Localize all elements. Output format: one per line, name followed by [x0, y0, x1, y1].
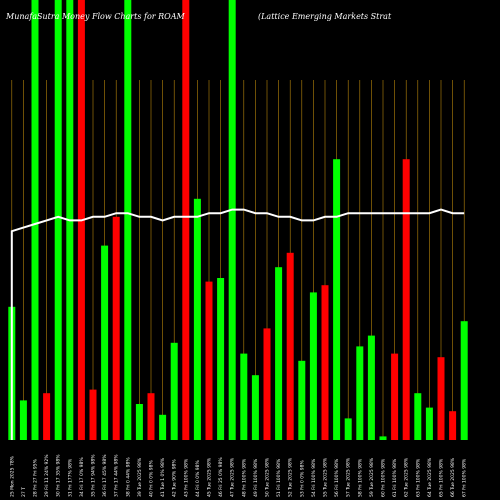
x-tick-label: 51 Fri 100% 98% — [276, 458, 282, 497]
x-tick-label: 28 Fri 27 Fri 95% — [33, 458, 39, 497]
x-tick-label: 39 Tue 2025 98% — [137, 457, 143, 497]
x-tick-label: 47 Tue 2025 98% — [230, 457, 236, 497]
chart-title-right: (Lattice Emerging Markets Strat — [258, 12, 392, 21]
x-tick-label: 25 Mon 2025 78% — [9, 455, 15, 497]
x-tick-label: 30 Fri 17 35% 98% — [56, 454, 62, 497]
bar-up — [333, 159, 341, 440]
bar-down — [437, 357, 445, 440]
bar-up — [217, 278, 225, 440]
x-tick-label: 45 Tue 2025 98% — [207, 457, 213, 497]
x-tick-label: 37 Fri 17 44% 98% — [114, 454, 120, 497]
bar-up — [193, 198, 201, 440]
x-tick-label: 67 Fri 100% 98% — [462, 458, 468, 497]
x-tick-label: 54 Fri 100% 98% — [311, 458, 317, 497]
bar-down — [182, 0, 190, 440]
x-tick-label: 66 Tue 2025 98% — [450, 457, 456, 497]
x-tick-label: 56 Fri 100% 98% — [334, 458, 340, 497]
bar-up — [54, 0, 62, 440]
bar-up — [31, 0, 39, 440]
chart-title-left: MunafaSutra Money Flow Charts for ROAM — [5, 12, 185, 21]
x-tick-label: 41 Tue 1 0% 98% — [160, 457, 166, 497]
bar-up — [124, 0, 132, 440]
bar-down — [112, 216, 120, 440]
x-tick-label: 65 Fri 100% 98% — [439, 458, 445, 497]
bar-down — [263, 328, 271, 440]
money-flow-line — [10, 208, 465, 440]
x-tick-label: 57 Tue 2025 98% — [346, 457, 352, 497]
x-axis-labels: 25 Mon 2025 78% 27 T 28 Fri 27 Fri 95% 29 F… — [9, 454, 467, 497]
bar-up — [251, 375, 259, 440]
bar-down — [205, 281, 213, 440]
bar-down — [449, 411, 457, 440]
bar-up — [19, 400, 27, 440]
bar-up — [460, 321, 468, 440]
x-tick-label: 59 Tue 2025 98% — [369, 457, 375, 497]
bar-down — [43, 393, 51, 440]
x-tick-label: 42 Tue 90% 98% — [172, 459, 178, 497]
bar-up — [135, 404, 143, 440]
bar-down — [286, 252, 294, 440]
flow-line-path — [10, 208, 465, 440]
bar-up — [379, 436, 387, 440]
x-tick-label: 61 Fri 100% 98% — [392, 458, 398, 497]
bar-down — [402, 159, 410, 440]
x-tick-label: 29 Fri 11 24% 92% — [44, 454, 50, 497]
x-tick-label: 38 Fri 0 44% 98% — [125, 457, 131, 497]
x-tick-label: 53 Fri 0 0% 98% — [299, 459, 305, 497]
bar-up — [101, 245, 109, 440]
bar-up — [367, 335, 375, 440]
x-tick-label: 35 Fri 17 94% 98% — [91, 454, 97, 497]
bar-down — [89, 389, 97, 440]
bar-down — [391, 353, 399, 440]
x-tick-label: 27 T — [21, 487, 27, 497]
x-tick-label: 62 Tue 2025 98% — [404, 457, 410, 497]
x-tick-label: 48 Fri 100% 98% — [241, 458, 247, 497]
x-tick-label: 49 Fri 100% 98% — [253, 458, 259, 497]
bar-up — [425, 407, 433, 440]
x-tick-label: 63 Fri 100% 98% — [415, 458, 421, 497]
bar-up — [298, 360, 306, 440]
x-tick-label: 34 Fri 17 0% 98% — [79, 457, 85, 497]
bar-up — [159, 414, 167, 440]
x-tick-label: 43 Fri 100% 98% — [183, 458, 189, 497]
x-tick-label: 50 Tue 2025 98% — [265, 457, 271, 497]
x-tick-label: 31 Fri 177% 98% — [67, 458, 73, 497]
bar-down — [147, 393, 155, 440]
x-tick-label: 55 Tue 2025 98% — [323, 457, 329, 497]
x-tick-label: 44 Fri 0 0% 98% — [195, 459, 201, 497]
bar-down — [321, 285, 329, 440]
bar-up — [170, 342, 178, 440]
bar-up — [414, 393, 422, 440]
bar-up — [356, 346, 364, 440]
x-tick-label: 60 Fri 100% 98% — [381, 458, 387, 497]
x-tick-label: 58 Fri 100% 98% — [357, 458, 363, 497]
bar-up — [240, 353, 248, 440]
bar-up — [228, 0, 236, 440]
bar-up — [344, 418, 352, 440]
x-tick-label: 36 Fri 17 45% 98% — [102, 454, 108, 497]
x-tick-label: 46 Fri 25 0% 98% — [218, 457, 224, 497]
bar-up — [309, 292, 317, 440]
x-tick-label: 40 Fri 0 0% 98% — [149, 459, 155, 497]
bar-up — [275, 267, 283, 440]
x-tick-label: 52 Tue 2025 98% — [288, 457, 294, 497]
x-tick-label: 64 Tue 2025 98% — [427, 457, 433, 497]
